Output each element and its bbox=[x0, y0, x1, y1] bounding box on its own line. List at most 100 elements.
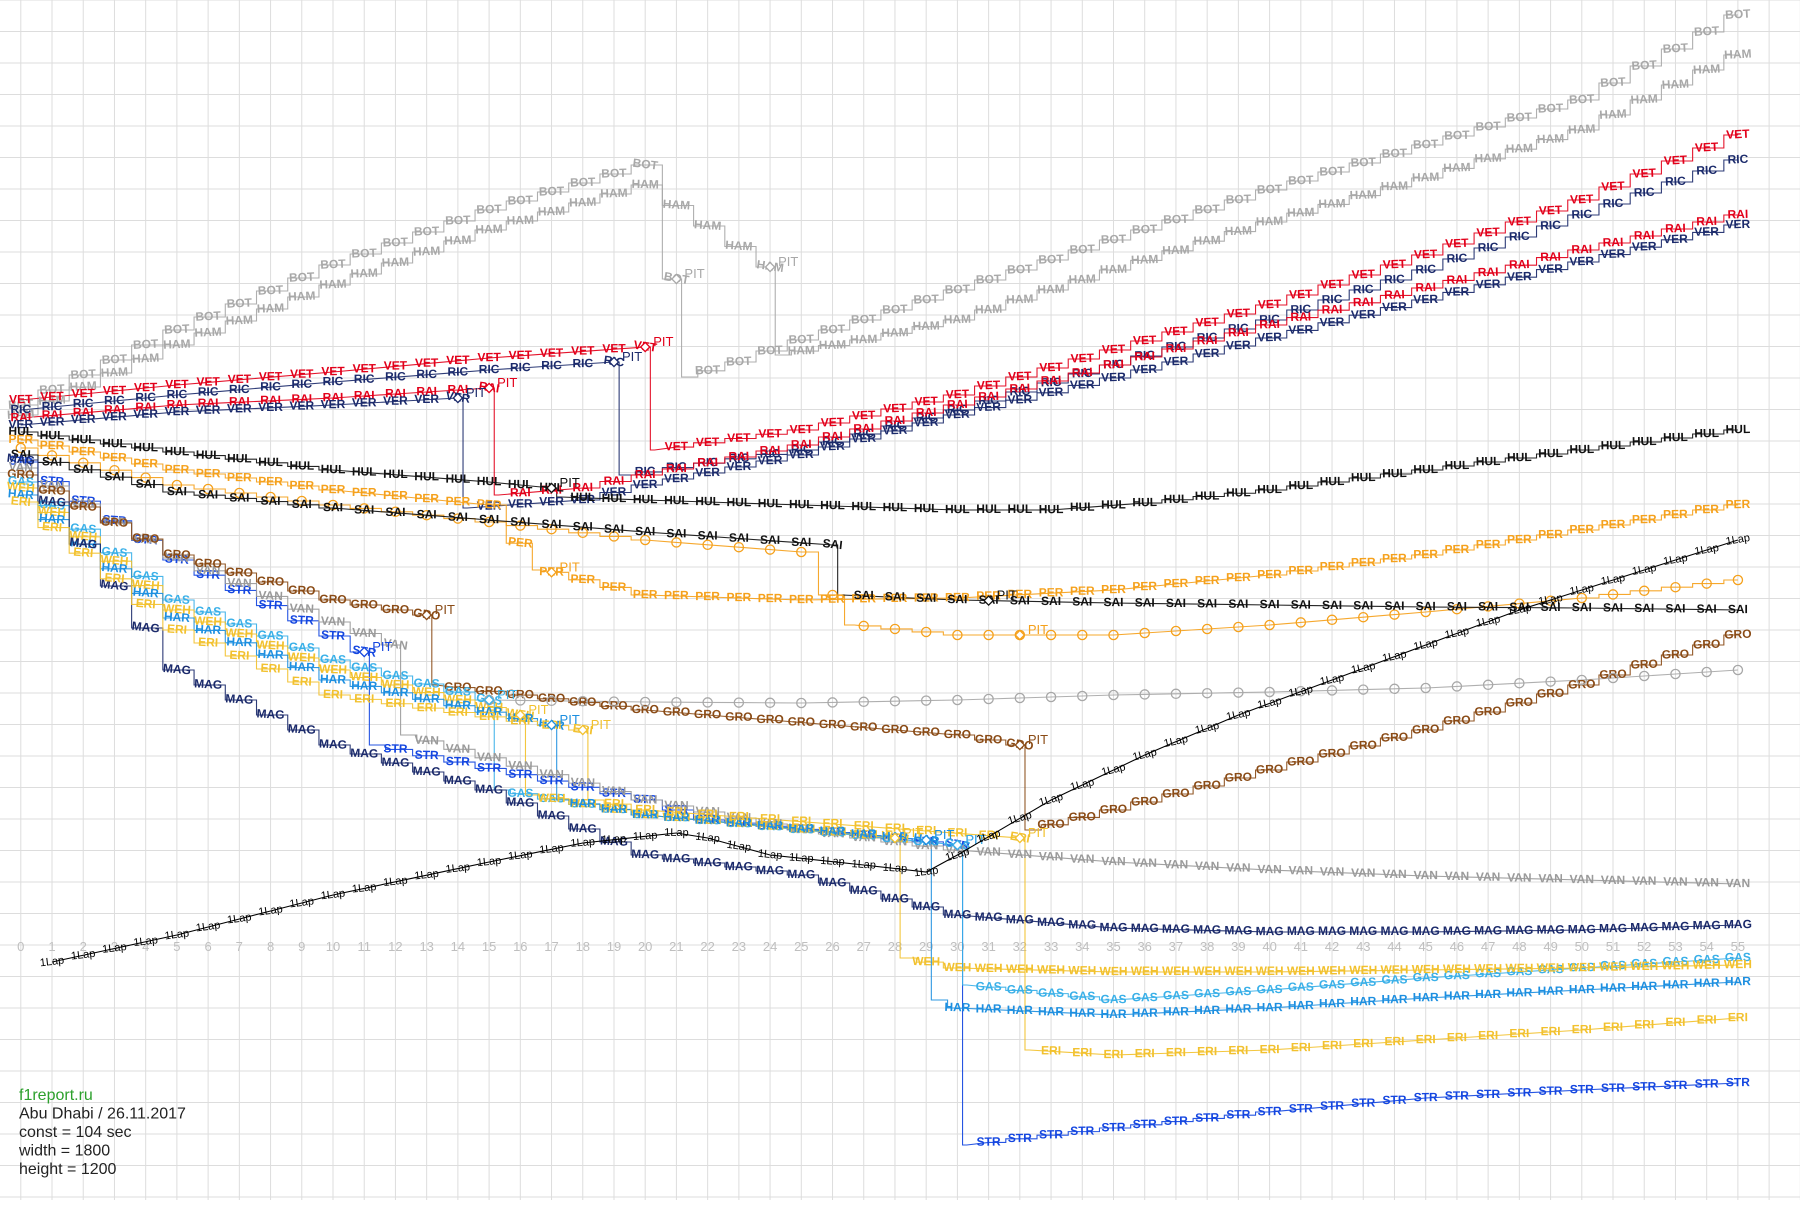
svg-text:ERI: ERI bbox=[1072, 1045, 1092, 1059]
svg-text:MAG: MAG bbox=[350, 746, 378, 761]
svg-text:MAG: MAG bbox=[1630, 920, 1658, 934]
svg-text:MAG: MAG bbox=[1661, 919, 1689, 933]
svg-text:HAM: HAM bbox=[1287, 205, 1315, 220]
svg-text:STR: STR bbox=[1601, 1081, 1625, 1095]
svg-text:VET: VET bbox=[1726, 127, 1751, 142]
svg-text:PER: PER bbox=[789, 592, 814, 606]
svg-text:BOT: BOT bbox=[289, 270, 316, 285]
svg-text:VAN: VAN bbox=[477, 750, 502, 765]
svg-text:WEH: WEH bbox=[1724, 957, 1752, 971]
svg-text:BOT: BOT bbox=[226, 296, 253, 311]
svg-text:MAG: MAG bbox=[1224, 923, 1252, 937]
svg-text:SAI: SAI bbox=[1353, 598, 1373, 612]
svg-text:MAG: MAG bbox=[631, 847, 659, 862]
svg-text:VER: VER bbox=[508, 496, 533, 510]
svg-text:ERI: ERI bbox=[1135, 1046, 1155, 1060]
svg-text:GRO: GRO bbox=[194, 556, 222, 571]
svg-text:PER: PER bbox=[258, 474, 283, 488]
svg-text:HAR: HAR bbox=[1662, 977, 1688, 991]
svg-text:STR: STR bbox=[1570, 1082, 1594, 1096]
svg-text:GRO: GRO bbox=[100, 514, 128, 530]
svg-text:VER: VER bbox=[321, 397, 346, 411]
svg-text:HAM: HAM bbox=[1256, 214, 1284, 229]
svg-text:GRO: GRO bbox=[1662, 647, 1690, 662]
svg-text:HAR: HAR bbox=[976, 1002, 1002, 1016]
svg-text:GRO: GRO bbox=[1599, 667, 1627, 682]
svg-text:STR: STR bbox=[1632, 1079, 1656, 1093]
svg-text:PER: PER bbox=[102, 450, 127, 465]
svg-text:6: 6 bbox=[204, 939, 211, 954]
svg-text:HAM: HAM bbox=[163, 337, 191, 352]
svg-text:VER: VER bbox=[227, 401, 252, 415]
svg-text:MAG: MAG bbox=[1412, 924, 1440, 938]
svg-text:48: 48 bbox=[1512, 939, 1526, 954]
svg-text:VER: VER bbox=[165, 404, 190, 418]
svg-text:STR: STR bbox=[977, 1134, 1002, 1148]
svg-text:VET: VET bbox=[1258, 297, 1282, 312]
svg-text:GRO: GRO bbox=[631, 702, 659, 716]
svg-text:MAG: MAG bbox=[975, 910, 1003, 924]
svg-text:VAN: VAN bbox=[1008, 847, 1033, 861]
svg-text:STR: STR bbox=[1539, 1084, 1563, 1098]
svg-text:BOT: BOT bbox=[695, 363, 721, 378]
svg-text:HUL: HUL bbox=[1008, 502, 1033, 516]
svg-text:VER: VER bbox=[1163, 354, 1188, 369]
svg-text:PER: PER bbox=[1413, 547, 1438, 561]
svg-text:GAS: GAS bbox=[1288, 980, 1314, 994]
svg-text:1Lap: 1Lap bbox=[851, 858, 876, 871]
svg-text:PIT: PIT bbox=[497, 375, 517, 390]
svg-text:HAM: HAM bbox=[1349, 187, 1377, 202]
svg-text:WEH: WEH bbox=[1443, 962, 1471, 976]
svg-text:GRO: GRO bbox=[1474, 704, 1502, 719]
svg-text:PER: PER bbox=[133, 456, 158, 471]
svg-text:PIT: PIT bbox=[560, 559, 580, 574]
svg-text:SAI: SAI bbox=[1447, 599, 1467, 613]
svg-text:GRO: GRO bbox=[788, 715, 815, 729]
svg-text:BOT: BOT bbox=[1163, 212, 1189, 227]
svg-text:RIC: RIC bbox=[260, 379, 281, 393]
svg-text:ERI: ERI bbox=[417, 700, 437, 714]
svg-text:PER: PER bbox=[1164, 576, 1189, 590]
svg-text:BOT: BOT bbox=[1038, 252, 1064, 267]
svg-text:VAN: VAN bbox=[1601, 873, 1626, 887]
svg-text:PER: PER bbox=[1507, 532, 1532, 546]
svg-text:VER: VER bbox=[383, 394, 408, 408]
svg-text:44: 44 bbox=[1387, 939, 1401, 954]
svg-text:PIT: PIT bbox=[591, 717, 611, 732]
svg-text:HUL: HUL bbox=[1601, 438, 1626, 452]
svg-text:SAI: SAI bbox=[1135, 596, 1155, 610]
svg-text:WEH: WEH bbox=[1568, 960, 1596, 974]
svg-text:1Lap: 1Lap bbox=[757, 848, 783, 862]
svg-text:WEH: WEH bbox=[1256, 964, 1284, 978]
svg-text:MAG: MAG bbox=[818, 875, 846, 890]
svg-text:SAI: SAI bbox=[510, 514, 530, 528]
svg-text:BOT: BOT bbox=[1007, 262, 1033, 277]
svg-text:GRO: GRO bbox=[600, 698, 628, 712]
svg-text:MAG: MAG bbox=[1068, 917, 1096, 931]
svg-text:HUL: HUL bbox=[289, 458, 314, 472]
svg-text:HUL: HUL bbox=[664, 493, 689, 507]
svg-text:VAN: VAN bbox=[1382, 867, 1407, 881]
svg-text:RIC: RIC bbox=[1509, 229, 1531, 244]
svg-text:PER: PER bbox=[289, 478, 314, 492]
svg-text:GAS: GAS bbox=[1007, 982, 1033, 996]
svg-text:34: 34 bbox=[1075, 939, 1089, 954]
svg-text:HAM: HAM bbox=[787, 343, 815, 358]
svg-text:HAM: HAM bbox=[600, 186, 628, 201]
svg-text:31: 31 bbox=[981, 939, 995, 954]
svg-text:PIT: PIT bbox=[653, 334, 673, 349]
svg-text:PIT: PIT bbox=[1028, 622, 1048, 637]
svg-text:GAS: GAS bbox=[1163, 988, 1189, 1002]
svg-text:HAR: HAR bbox=[1538, 984, 1564, 998]
svg-text:1Lap: 1Lap bbox=[882, 862, 907, 875]
svg-text:GRO: GRO bbox=[694, 707, 721, 721]
svg-text:HUL: HUL bbox=[1413, 462, 1438, 476]
svg-text:GRO: GRO bbox=[1068, 809, 1096, 824]
svg-text:SAI: SAI bbox=[1041, 594, 1061, 608]
svg-text:GRO: GRO bbox=[1287, 754, 1315, 769]
svg-text:STR: STR bbox=[1507, 1085, 1531, 1099]
svg-text:HUL: HUL bbox=[1569, 442, 1594, 456]
svg-text:SAI: SAI bbox=[136, 476, 156, 491]
svg-text:HAR: HAR bbox=[1725, 974, 1751, 988]
svg-text:GRO: GRO bbox=[1724, 627, 1752, 642]
